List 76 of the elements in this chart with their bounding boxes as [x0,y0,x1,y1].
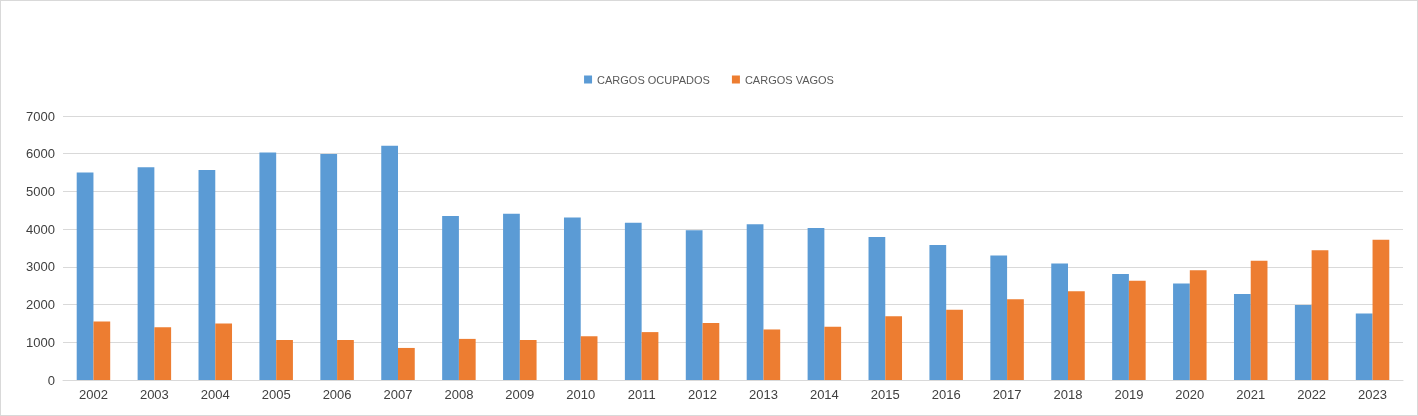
bar [1007,299,1024,380]
x-tick-label: 2011 [627,387,656,402]
y-tick-label: 4000 [26,221,55,237]
bar [990,255,1008,380]
bar [76,172,94,380]
bar [137,167,155,380]
bar [685,230,703,380]
x-tick-label: 2017 [992,387,1022,402]
bar [641,332,659,380]
bar [1372,239,1390,380]
x-tick-label: 2015 [870,387,900,402]
x-tick-label: 2020 [1175,387,1205,402]
bar [1311,250,1329,380]
bar [1112,274,1129,380]
bar [259,152,277,380]
bar [398,347,415,380]
bar [763,329,781,380]
legend-label: CARGOS OCUPADOS [597,73,710,86]
bar [746,224,764,380]
bar [563,217,581,380]
bar [824,326,842,380]
x-tick-label: 2018 [1053,387,1083,402]
bar [215,323,233,380]
bar [1189,270,1207,380]
y-tick-label: 3000 [26,259,55,275]
y-tick-label: 7000 [26,108,55,124]
x-tick-label: 2014 [809,387,839,402]
bar [337,340,354,380]
bar [1051,263,1068,380]
x-tick-label: 2005 [261,387,291,402]
bar [1233,294,1251,380]
bar [1128,280,1146,380]
bar [1173,283,1190,380]
x-tick-label: 2004 [200,387,230,402]
bar [381,145,398,380]
bar [702,323,720,380]
bar [458,338,476,380]
bar [807,228,825,380]
y-tick-label: 2000 [26,297,55,313]
x-tick-label: 2007 [383,387,413,402]
bar [276,340,293,380]
x-tick-label: 2012 [688,387,718,402]
bar [580,336,598,380]
bar [929,244,947,380]
bar [154,327,172,380]
bar [946,309,963,380]
bar [1355,313,1373,380]
x-tick-label: 2006 [322,387,352,402]
bar [519,340,537,380]
bar [503,213,520,380]
x-tick-label: 2003 [139,387,169,402]
x-tick-label: 2002 [78,387,108,402]
x-tick-label: 2016 [931,387,961,402]
bar [442,215,459,380]
x-tick-label: 2008 [444,387,474,402]
y-tick-label: 6000 [26,146,55,162]
y-tick-label: 5000 [26,183,55,199]
bar [93,321,111,380]
x-tick-label: 2023 [1358,387,1388,402]
x-tick-label: 2022 [1297,387,1327,402]
bar [1294,304,1312,380]
bar [1250,260,1268,380]
y-tick-label: 1000 [26,334,55,350]
bar [885,316,903,380]
bar [198,169,216,380]
bar [624,222,642,380]
bar [320,154,338,380]
x-tick-label: 2010 [566,387,596,402]
bar [1068,291,1085,380]
x-tick-label: 2021 [1236,387,1266,402]
x-tick-label: 2019 [1114,387,1144,402]
legend-label: CARGOS VAGOS [744,73,834,86]
x-tick-label: 2013 [748,387,778,402]
y-tick-label: 0 [47,372,55,388]
x-tick-label: 2009 [505,387,535,402]
bar [868,237,886,380]
